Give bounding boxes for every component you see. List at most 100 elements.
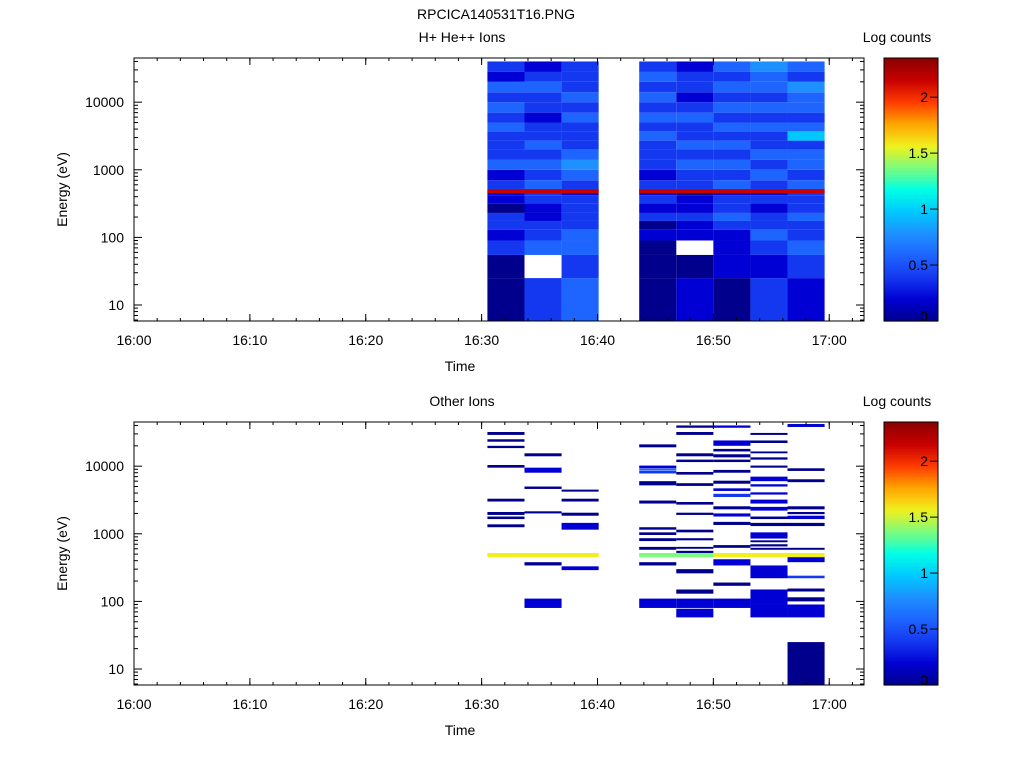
colorbar-segment [884, 224, 938, 228]
heatmap-cell [787, 240, 825, 255]
heatmap-cell [787, 588, 825, 592]
colorbar-segment [884, 136, 938, 140]
colorbar-segment [884, 566, 938, 570]
colorbar-segment [884, 165, 938, 169]
colorbar-segment [884, 520, 938, 524]
heatmap-cell [713, 545, 751, 548]
heatmap-cell [787, 522, 825, 527]
colorbar-segment [884, 674, 938, 677]
colorbar-segment [884, 610, 938, 614]
heatmap-cell [639, 538, 677, 542]
heatmap-cell [524, 131, 562, 141]
heatmap-cell [713, 112, 751, 123]
colorbar-segment [884, 264, 938, 267]
colorbar-segment [884, 428, 938, 432]
heatmap-cell [750, 565, 788, 579]
heatmap-cell [561, 195, 599, 204]
heatmap-cell [787, 254, 825, 279]
colorbar-segment [884, 671, 938, 675]
heatmap-cell [750, 195, 788, 204]
heatmap-cell [750, 220, 788, 230]
heatmap-cell [676, 131, 714, 141]
heatmap-cell [561, 212, 599, 221]
heatmap-cell [750, 547, 788, 550]
heatmap-cell [676, 529, 714, 533]
heatmap-cell [676, 502, 714, 505]
heatmap-cell [639, 532, 677, 535]
heatmap-cell [713, 81, 751, 93]
heatmap-cell [676, 81, 714, 93]
panel-title: Other Ions [429, 393, 494, 409]
colorbar-segment [884, 185, 938, 188]
colorbar-segment [884, 461, 938, 465]
heatmap-cell [676, 425, 714, 428]
y-tick-label: 1000 [93, 162, 124, 178]
colorbar-segment [884, 68, 938, 72]
colorbar-segment [884, 595, 938, 598]
colorbar-segment [884, 590, 938, 594]
colorbar-segment [884, 503, 938, 506]
colorbar-segment [884, 204, 938, 208]
colorbar-segment [884, 97, 938, 101]
heatmap-cell [524, 122, 562, 132]
colorbar-segment [884, 95, 938, 99]
heatmap-cell [750, 432, 788, 435]
heatmap-cell [750, 81, 788, 93]
heatmap-cell [750, 149, 788, 160]
heatmap-cell [787, 479, 825, 483]
heatmap-cell [524, 71, 562, 82]
colorbar-label: Log counts [863, 29, 932, 45]
panel-other-ions: 16:00 16:10 16:20 16:30 16:40 16:50 17:0010100… [54, 393, 939, 738]
heatmap-cell [639, 220, 677, 230]
heatmap-cell [787, 212, 825, 221]
colorbar-segment [884, 108, 938, 112]
heatmap-cell [524, 453, 562, 457]
colorbar-tick-label: 2 [920, 89, 928, 105]
colorbar-segment [884, 272, 938, 276]
colorbar-segment [884, 621, 938, 625]
heatmap-cell [524, 112, 562, 123]
heatmap-cell [750, 451, 788, 454]
energy-band-line [639, 188, 825, 194]
y-tick-label: 10000 [85, 458, 124, 474]
x-tick-label: 16:20 [348, 332, 383, 348]
x-tick-label: 16:10 [232, 332, 267, 348]
colorbar-segment [884, 628, 938, 631]
heatmap-cell [713, 582, 751, 586]
colorbar-segment [884, 277, 938, 280]
heatmap-cell [676, 169, 714, 181]
heatmap-cell [639, 278, 677, 321]
heatmap-cell [713, 240, 751, 255]
colorbar-segment [884, 465, 938, 469]
heatmap-cell [676, 278, 714, 321]
colorbar-segment [884, 134, 938, 138]
heatmap-cell [524, 159, 562, 170]
heatmap-cell [639, 562, 677, 566]
colorbar-segment [884, 198, 938, 202]
colorbar-segment [884, 301, 938, 305]
colorbar-segment [884, 145, 938, 149]
colorbar-segment [884, 468, 938, 471]
heatmap-cell [713, 480, 751, 484]
colorbar-segment [884, 498, 938, 502]
heatmap-cell [713, 469, 751, 473]
heatmap-cell [676, 254, 714, 279]
colorbar-segment [884, 62, 938, 66]
x-tick-label: 16:50 [696, 696, 731, 712]
colorbar-segment [884, 121, 938, 125]
heatmap-cell [561, 512, 599, 516]
heatmap-cell [487, 71, 525, 82]
colorbar-segment [884, 200, 938, 204]
colorbar-segment [884, 253, 938, 256]
colorbar-segment [884, 139, 938, 142]
colorbar-segment [884, 599, 938, 603]
colorbar-segment [884, 476, 938, 480]
colorbar-segment [884, 678, 938, 682]
colorbar-segment [884, 114, 938, 118]
heatmap-cell [787, 515, 825, 520]
colorbar-segment [884, 235, 938, 239]
energy-band-line [487, 552, 599, 558]
colorbar-segment [884, 79, 938, 83]
heatmap-cell [787, 71, 825, 82]
heatmap-cell [639, 212, 677, 221]
